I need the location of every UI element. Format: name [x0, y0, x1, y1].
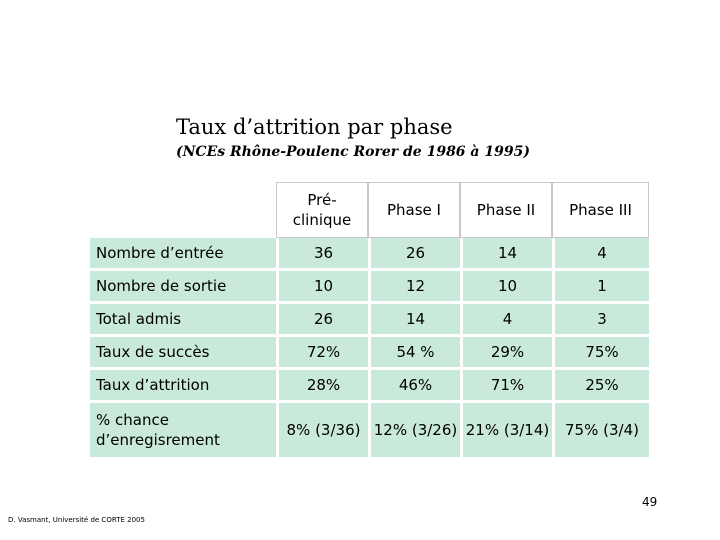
row-label: Taux de succès [90, 337, 276, 370]
table-cell: 8% (3/36) [276, 403, 368, 460]
column-header: Phase III [552, 182, 649, 238]
slide-subtitle: (NCEs Rhône-Poulenc Rorer de 1986 à 1995… [176, 144, 530, 160]
column-header: Pré- clinique [276, 182, 368, 238]
table-cell: 12 [368, 271, 460, 304]
table-cell: 26 [368, 238, 460, 271]
table-cell: 75% (3/4) [552, 403, 649, 460]
table-cell: 14 [368, 304, 460, 337]
table-cell: 10 [276, 271, 368, 304]
table-cell: 21% (3/14) [460, 403, 552, 460]
table-cell: 72% [276, 337, 368, 370]
table-cell: 1 [552, 271, 649, 304]
table-row: Nombre de sortie 10 12 10 1 [90, 271, 649, 304]
row-label: Taux d’attrition [90, 370, 276, 403]
table-cell: 3 [552, 304, 649, 337]
table-cell: 54 % [368, 337, 460, 370]
table-corner [90, 182, 276, 238]
page-number: 49 [642, 495, 658, 509]
table-cell: 4 [552, 238, 649, 271]
row-label: % chance d’enregisrement [90, 403, 276, 460]
table-cell: 71% [460, 370, 552, 403]
table-row: Taux de succès 72% 54 % 29% 75% [90, 337, 649, 370]
table-row: Total admis 26 14 4 3 [90, 304, 649, 337]
slide-title: Taux d’attrition par phase [176, 115, 453, 139]
attrition-table: Pré- clinique Phase I Phase II Phase III… [90, 182, 649, 460]
table-cell: 36 [276, 238, 368, 271]
footer-credit: D. Vasmant, Université de CORTE 2005 [8, 516, 145, 524]
row-label: Nombre d’entrée [90, 238, 276, 271]
table-cell: 14 [460, 238, 552, 271]
table-cell: 10 [460, 271, 552, 304]
table-cell: 12% (3/26) [368, 403, 460, 460]
column-header: Phase II [460, 182, 552, 238]
table-cell: 4 [460, 304, 552, 337]
table-header-row: Pré- clinique Phase I Phase II Phase III [90, 182, 649, 238]
row-label: Nombre de sortie [90, 271, 276, 304]
table-row: Taux d’attrition 28% 46% 71% 25% [90, 370, 649, 403]
table-row: Nombre d’entrée 36 26 14 4 [90, 238, 649, 271]
table-row: % chance d’enregisrement 8% (3/36) 12% (… [90, 403, 649, 460]
row-label: Total admis [90, 304, 276, 337]
table-cell: 28% [276, 370, 368, 403]
table-cell: 29% [460, 337, 552, 370]
table-cell: 25% [552, 370, 649, 403]
column-header: Phase I [368, 182, 460, 238]
table-cell: 75% [552, 337, 649, 370]
table-cell: 26 [276, 304, 368, 337]
table-cell: 46% [368, 370, 460, 403]
